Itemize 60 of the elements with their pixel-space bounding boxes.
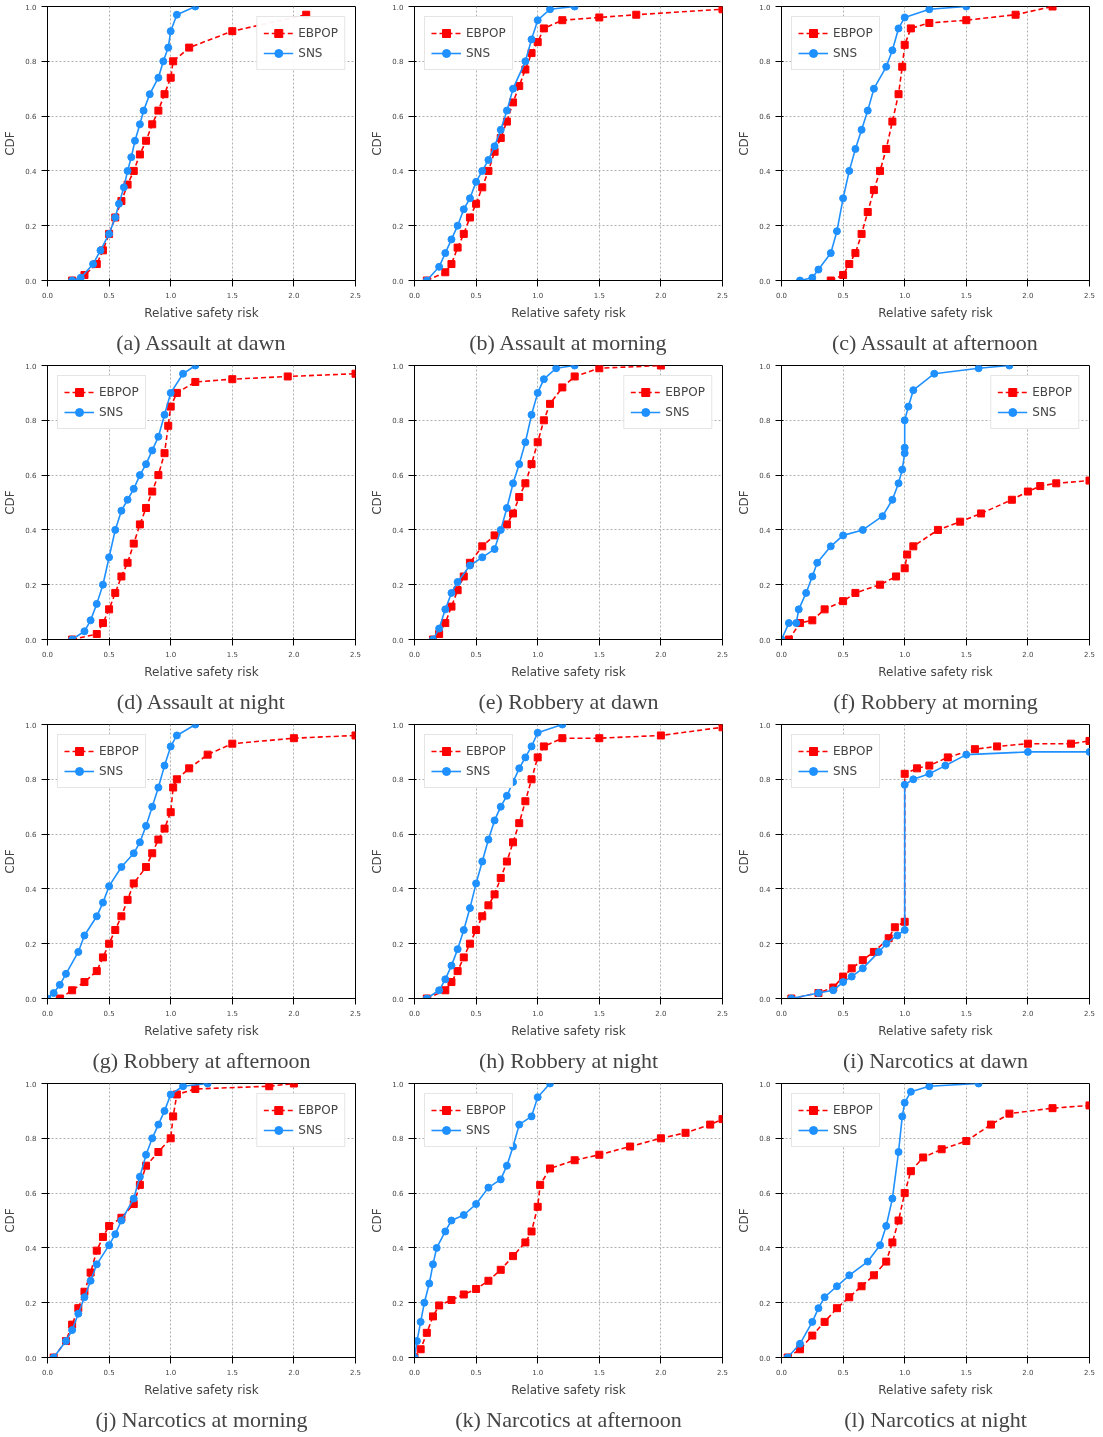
y-axis-title: CDF	[3, 849, 18, 874]
y-axis-title: CDF	[370, 1208, 385, 1233]
y-axis-title: CDF	[737, 490, 752, 515]
text: (g) Robbery at afternoon	[92, 1047, 311, 1073]
legend-label: EBPOP	[466, 744, 506, 758]
text: (k) Narcotics at afternoon	[455, 1406, 682, 1432]
x-axis-title: Relative safety risk	[144, 1382, 259, 1397]
legend-label: EBPOP	[466, 26, 506, 40]
legend-label: EBPOP	[99, 385, 139, 399]
y-axis-title: CDF	[737, 131, 752, 156]
legend-label: SNS	[298, 46, 323, 60]
legend-label: SNS	[1032, 405, 1057, 419]
legend-label: SNS	[298, 1123, 323, 1137]
text: (j) Narcotics at morning	[95, 1406, 308, 1432]
legend-label: SNS	[833, 1123, 858, 1137]
legend-label: SNS	[833, 46, 858, 60]
y-axis-title: CDF	[370, 490, 385, 515]
y-axis-title: CDF	[737, 849, 752, 874]
legend-label: SNS	[833, 764, 858, 778]
legend-label: EBPOP	[833, 744, 873, 758]
legend-label: SNS	[99, 764, 124, 778]
x-axis-title: Relative safety risk	[511, 1382, 626, 1397]
legend-label: EBPOP	[298, 26, 338, 40]
x-axis-title: Relative safety risk	[144, 1023, 259, 1038]
legend-label: SNS	[466, 764, 491, 778]
x-axis-title: Relative safety risk	[878, 305, 993, 320]
legend-label: EBPOP	[665, 385, 705, 399]
text: (b) Assault at morning	[469, 329, 667, 355]
x-axis-title: Relative safety risk	[878, 1382, 993, 1397]
text: (f) Robbery at morning	[833, 688, 1038, 714]
legend-label: SNS	[665, 405, 690, 419]
legend-label: EBPOP	[833, 1103, 873, 1117]
legend-label: SNS	[466, 1123, 491, 1137]
y-axis-title: CDF	[370, 131, 385, 156]
x-axis-title: Relative safety risk	[511, 664, 626, 679]
x-axis-title: Relative safety risk	[144, 664, 259, 679]
x-axis-title: Relative safety risk	[878, 664, 993, 679]
y-axis-title: CDF	[3, 490, 18, 515]
y-axis-title: CDF	[737, 1208, 752, 1233]
text: (e) Robbery at dawn	[478, 688, 659, 714]
x-axis-title: Relative safety risk	[144, 305, 259, 320]
text: (d) Assault at night	[116, 688, 285, 714]
y-axis-title: CDF	[370, 849, 385, 874]
y-axis-title: CDF	[3, 1208, 18, 1233]
y-axis-title: CDF	[3, 131, 18, 156]
text: (l) Narcotics at night	[844, 1406, 1027, 1432]
x-axis-title: Relative safety risk	[511, 1023, 626, 1038]
text: (i) Narcotics at dawn	[842, 1047, 1029, 1073]
legend-label: EBPOP	[833, 26, 873, 40]
text: (a) Assault at dawn	[116, 329, 286, 355]
legend-label: EBPOP	[466, 1103, 506, 1117]
legend-label: EBPOP	[99, 744, 139, 758]
text: (c) Assault at afternoon	[831, 329, 1038, 355]
legend-label: SNS	[99, 405, 124, 419]
x-axis-title: Relative safety risk	[511, 305, 626, 320]
legend-label: SNS	[466, 46, 491, 60]
x-axis-title: Relative safety risk	[878, 1023, 993, 1038]
legend-label: EBPOP	[298, 1103, 338, 1117]
text: (h) Robbery at night	[478, 1047, 659, 1073]
legend-label: EBPOP	[1032, 385, 1072, 399]
